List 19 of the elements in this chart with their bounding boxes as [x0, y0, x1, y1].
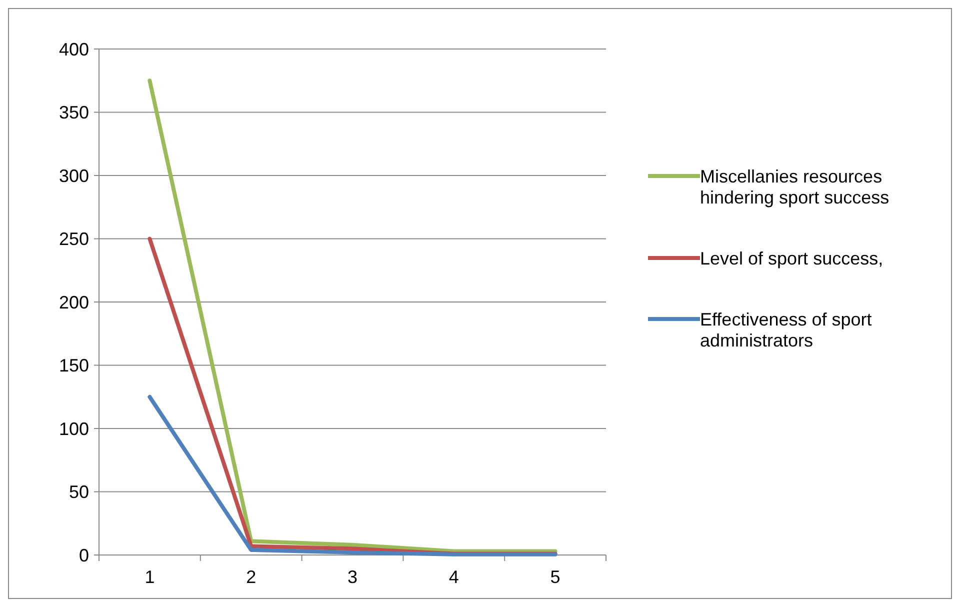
- y-tick-label: 50: [68, 482, 89, 502]
- legend-label: Level of sport success,: [700, 248, 884, 268]
- y-tick-label: 250: [58, 229, 89, 250]
- y-tick-label: 300: [58, 166, 89, 186]
- x-tick-label: 4: [448, 567, 459, 587]
- x-tick-label: 2: [246, 567, 256, 587]
- legend-label: Effectiveness of sport administrators: [700, 309, 872, 350]
- y-tick-label: 100: [58, 418, 89, 439]
- y-tick-label: 200: [58, 292, 89, 312]
- x-tick-label: 5: [550, 567, 560, 587]
- line-series: [148, 78, 558, 554]
- x-tick-label: 1: [144, 567, 155, 587]
- line-series: [148, 394, 558, 556]
- y-tick-label: 350: [58, 102, 89, 123]
- y-tick-label: 150: [58, 356, 89, 376]
- y-tick-label: 400: [58, 39, 89, 60]
- x-tick-label: 3: [347, 567, 358, 587]
- y-tick-label: 0: [78, 545, 89, 566]
- legend-label: Miscellanies resources hindering sport success: [700, 166, 890, 208]
